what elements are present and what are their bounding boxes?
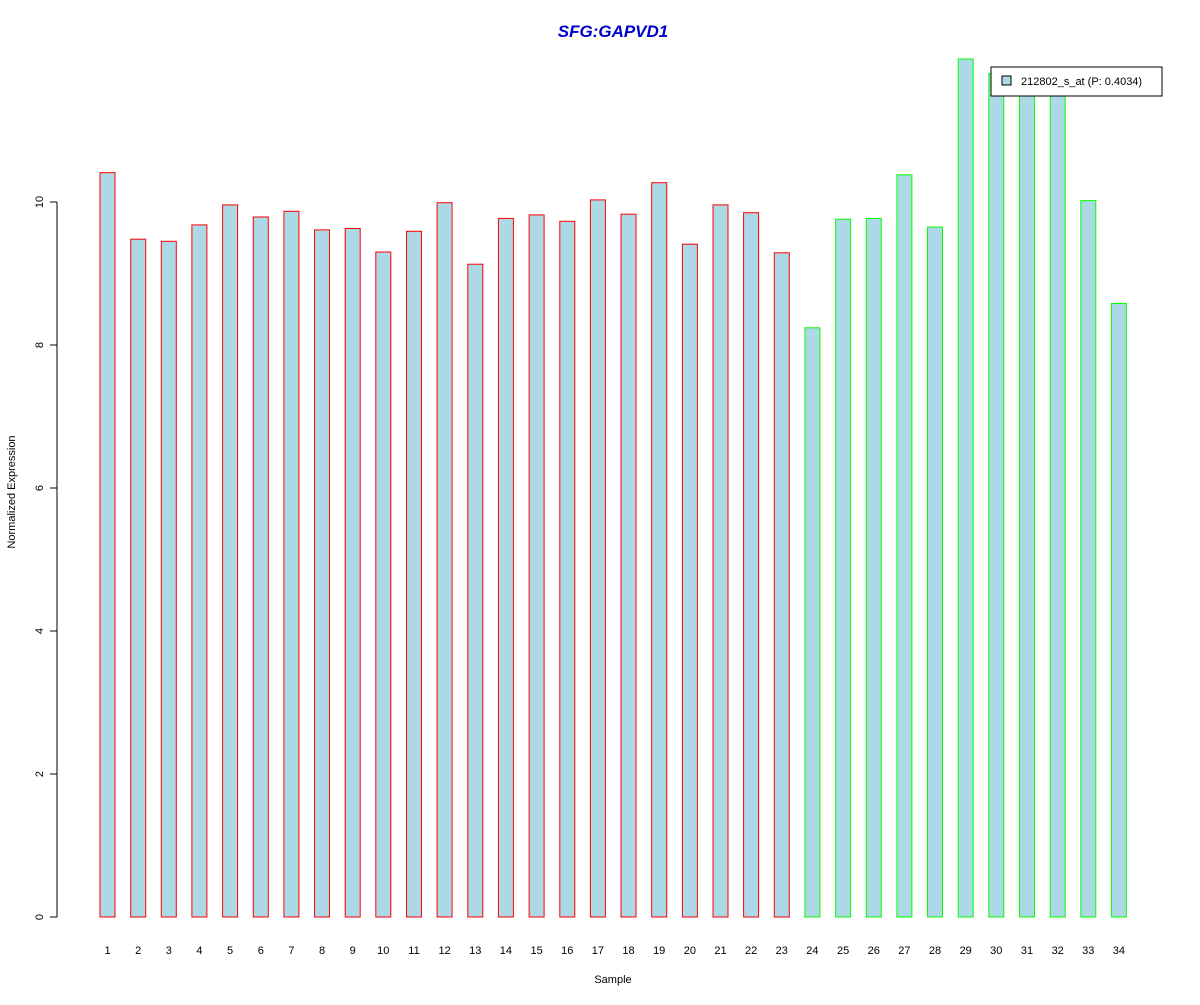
legend: 212802_s_at (P: 0.4034) — [990, 66, 1163, 97]
x-tick-label: 7 — [288, 945, 294, 957]
bar — [988, 72, 1005, 918]
bar — [344, 228, 361, 918]
x-tick-label: 4 — [196, 945, 202, 957]
bar — [252, 216, 269, 918]
bar — [927, 226, 943, 918]
y-tick-label: 10 — [34, 196, 46, 208]
x-tick-label: 15 — [530, 945, 542, 957]
bar — [559, 220, 576, 918]
legend-swatch — [1001, 75, 1012, 86]
x-tick-label: 21 — [714, 945, 726, 957]
x-tick-label: 16 — [561, 945, 573, 957]
bar — [896, 174, 913, 918]
x-tick-label: 6 — [258, 945, 264, 957]
x-tick-label: 10 — [377, 945, 389, 957]
x-tick-label: 28 — [929, 945, 941, 957]
bar — [681, 243, 698, 918]
x-tick-label: 1 — [104, 945, 110, 957]
bar — [375, 251, 392, 918]
x-tick-label: 23 — [776, 945, 788, 957]
x-tick-label: 19 — [653, 945, 665, 957]
legend-box — [990, 66, 1163, 97]
bar — [957, 58, 974, 918]
bar — [620, 213, 637, 918]
x-tick-label: 22 — [745, 945, 757, 957]
bar — [130, 238, 147, 918]
bar — [651, 182, 668, 918]
x-tick-label: 8 — [319, 945, 325, 957]
bar — [773, 252, 790, 918]
y-tick-label: 0 — [34, 914, 46, 920]
y-axis-label: Normalized Expression — [6, 435, 18, 548]
bar — [314, 229, 330, 918]
x-tick-label: 33 — [1082, 945, 1094, 957]
y-tick-label: 6 — [34, 485, 46, 491]
bar — [436, 202, 453, 918]
x-tick-label: 34 — [1113, 945, 1125, 957]
chart-title: SFG:GAPVD1 — [558, 22, 669, 41]
x-tick-label: 31 — [1021, 945, 1033, 957]
x-tick-label: 32 — [1052, 945, 1064, 957]
bar — [589, 199, 606, 918]
x-tick-label: 26 — [868, 945, 880, 957]
x-tick-label: 25 — [837, 945, 849, 957]
legend-label: 212802_s_at (P: 0.4034) — [1021, 76, 1142, 88]
bar — [497, 217, 514, 918]
x-tick-label: 9 — [350, 945, 356, 957]
x-tick-label: 24 — [806, 945, 818, 957]
x-tick-label: 2 — [135, 945, 141, 957]
x-tick-label: 11 — [408, 945, 419, 957]
x-tick-label: 12 — [438, 945, 450, 957]
bar — [160, 240, 177, 918]
x-tick-label: 20 — [684, 945, 696, 957]
x-axis-label: Sample — [594, 974, 631, 986]
y-tick-label: 2 — [34, 771, 46, 777]
y-axis: 0 2 4 6 8 10 — [34, 196, 58, 920]
y-tick-label: 4 — [34, 628, 46, 634]
x-tick-label: 5 — [227, 945, 233, 957]
x-tick-label: 14 — [500, 945, 512, 957]
bar — [835, 218, 852, 918]
x-tick-label: 18 — [622, 945, 634, 957]
bar — [528, 214, 545, 918]
bar — [406, 230, 422, 918]
x-tick-labels: 1 2 3 4 5 6 7 8 9 10 11 12 13 14 15 16 17 18 19 20 21 22 23 24 2… — [104, 945, 1125, 957]
x-tick-label: 17 — [592, 945, 604, 957]
bar — [222, 204, 239, 918]
x-tick-label: 30 — [990, 945, 1002, 957]
x-tick-label: 27 — [898, 945, 910, 957]
bar — [99, 172, 116, 918]
bar — [865, 217, 882, 918]
x-tick-label: 13 — [469, 945, 481, 957]
bar — [283, 210, 300, 918]
bar — [743, 212, 760, 918]
bar — [804, 327, 821, 918]
bar — [467, 263, 484, 918]
bar — [1049, 76, 1066, 918]
bar — [1080, 200, 1097, 918]
bar — [191, 224, 208, 918]
x-tick-label: 29 — [960, 945, 972, 957]
y-tick-label: 8 — [34, 342, 46, 348]
bar — [1019, 80, 1035, 918]
bar — [712, 204, 729, 918]
x-tick-label: 3 — [166, 945, 172, 957]
bar — [1110, 303, 1127, 918]
bars-group — [99, 58, 1127, 918]
